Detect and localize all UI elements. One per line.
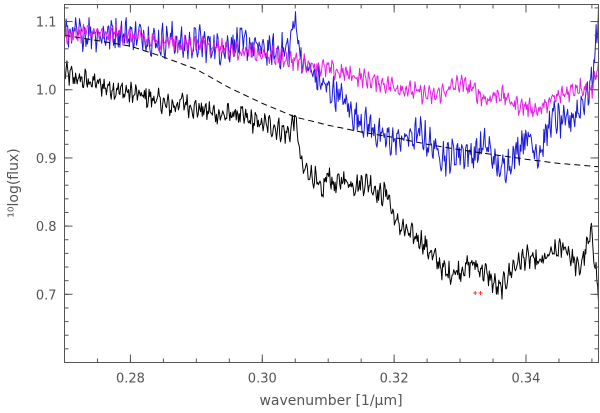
y-tick-label: 0.7 bbox=[36, 288, 57, 303]
series-line-black bbox=[64, 60, 599, 302]
x-tick-label: 0.30 bbox=[248, 372, 277, 387]
data-marker bbox=[478, 290, 483, 295]
x-tick-label: 0.34 bbox=[512, 372, 541, 387]
series-line-blue bbox=[64, 8, 599, 184]
marker-layer bbox=[473, 290, 483, 295]
y-tick-label: 1.1 bbox=[36, 16, 57, 31]
y-axis-title: ¹⁰log(flux) bbox=[6, 148, 22, 217]
x-tick-label: 0.28 bbox=[116, 372, 145, 387]
tick-layer: 0.28 0.30 0.32 0.34 0.7 0.8 0.9 1.0 1.1 bbox=[36, 4, 599, 387]
x-axis-title: wavenumber [1/μm] bbox=[259, 393, 402, 409]
series-layer bbox=[64, 8, 599, 302]
plot-frame bbox=[64, 4, 599, 363]
x-tick-label: 0.32 bbox=[380, 372, 409, 387]
data-marker bbox=[473, 290, 478, 295]
y-tick-label: 1.0 bbox=[36, 84, 57, 99]
series-line-dashed bbox=[64, 34, 599, 168]
series-line-magenta bbox=[64, 23, 599, 118]
y-tick-label: 0.9 bbox=[36, 152, 57, 167]
y-tick-label: 0.8 bbox=[36, 220, 57, 235]
